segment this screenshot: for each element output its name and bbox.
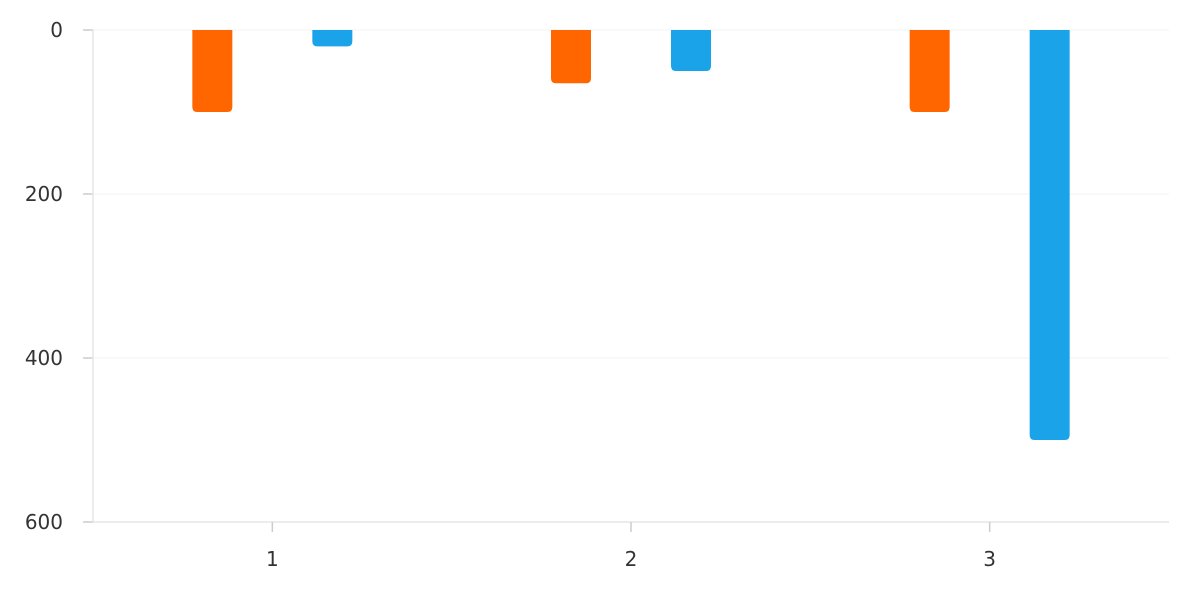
y-tick-label: 400 (25, 346, 63, 370)
y-tick-label: 0 (50, 18, 63, 42)
axes (83, 29, 1169, 532)
bar-series-1-category-2[interactable] (551, 30, 591, 84)
bar-series-1-category-1[interactable] (192, 30, 233, 112)
x-tick-label: 3 (983, 547, 996, 571)
bar-series-2-category-1[interactable] (312, 30, 353, 47)
bars (192, 30, 1070, 440)
bar-series-2-category-3[interactable] (1029, 30, 1070, 440)
tick-labels: 0 200 400 600 1 2 3 (25, 18, 996, 571)
x-tick-label: 1 (266, 547, 279, 571)
y-tick-label: 600 (25, 510, 63, 534)
x-tick-label: 2 (625, 547, 638, 571)
bar-series-2-category-2[interactable] (671, 30, 711, 71)
grid-lines (93, 29, 1169, 359)
y-tick-label: 200 (25, 182, 63, 206)
bar-series-1-category-3[interactable] (909, 30, 950, 112)
